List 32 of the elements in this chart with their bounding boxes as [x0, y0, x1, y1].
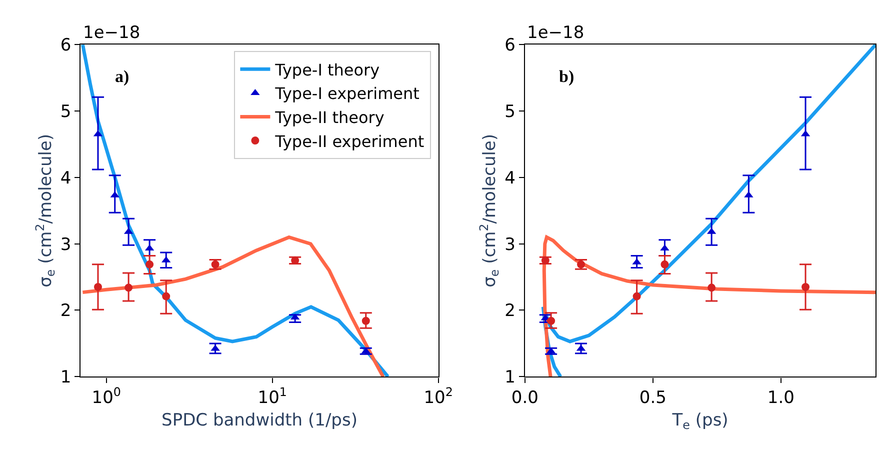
y-tick-label: 3 [60, 234, 72, 255]
x-tick-label: 10$^{1}$ [258, 385, 287, 408]
y-tick-label: 4 [60, 168, 72, 188]
x-axis-title: T$_{e}$ (ps) [671, 410, 728, 432]
text: 1e−18 [83, 23, 140, 43]
y-tick-label: 5 [60, 102, 72, 122]
y-tick-label: 2 [504, 301, 516, 322]
annotation: b) [559, 67, 574, 86]
legend-label: Type-II experiment [274, 132, 424, 151]
x-tick-label: 10$^{0}$ [92, 385, 121, 408]
point [632, 292, 641, 300]
y-tick-label: 5 [504, 102, 516, 122]
point [802, 282, 810, 291]
text: 1e−18 [527, 23, 584, 43]
y-tick-label: 2 [60, 301, 72, 322]
y-tick-label: 3 [504, 234, 516, 255]
point [708, 284, 716, 292]
line-series [542, 235, 876, 377]
legend-label: Type-II theory [274, 108, 384, 127]
x-tick-label: 10$^{2}$ [424, 385, 453, 408]
annotation: a) [115, 67, 130, 86]
x-axis-title: SPDC bandwidth (1/ps) [162, 410, 358, 431]
y-tick-label: 6 [504, 36, 516, 56]
y-tick-label: 4 [504, 168, 516, 188]
x-tick-label: 0.0 [511, 388, 538, 408]
x-tick-label: 1.0 [767, 388, 794, 408]
legend-label: Type-I experiment [274, 84, 420, 104]
y-tick-label: 1 [60, 368, 72, 388]
y-tick-label: 6 [60, 36, 72, 56]
x-tick-label: 0.5 [639, 388, 666, 408]
legend-label: Type-I theory [274, 60, 380, 80]
y-tick-label: 1 [504, 368, 516, 388]
